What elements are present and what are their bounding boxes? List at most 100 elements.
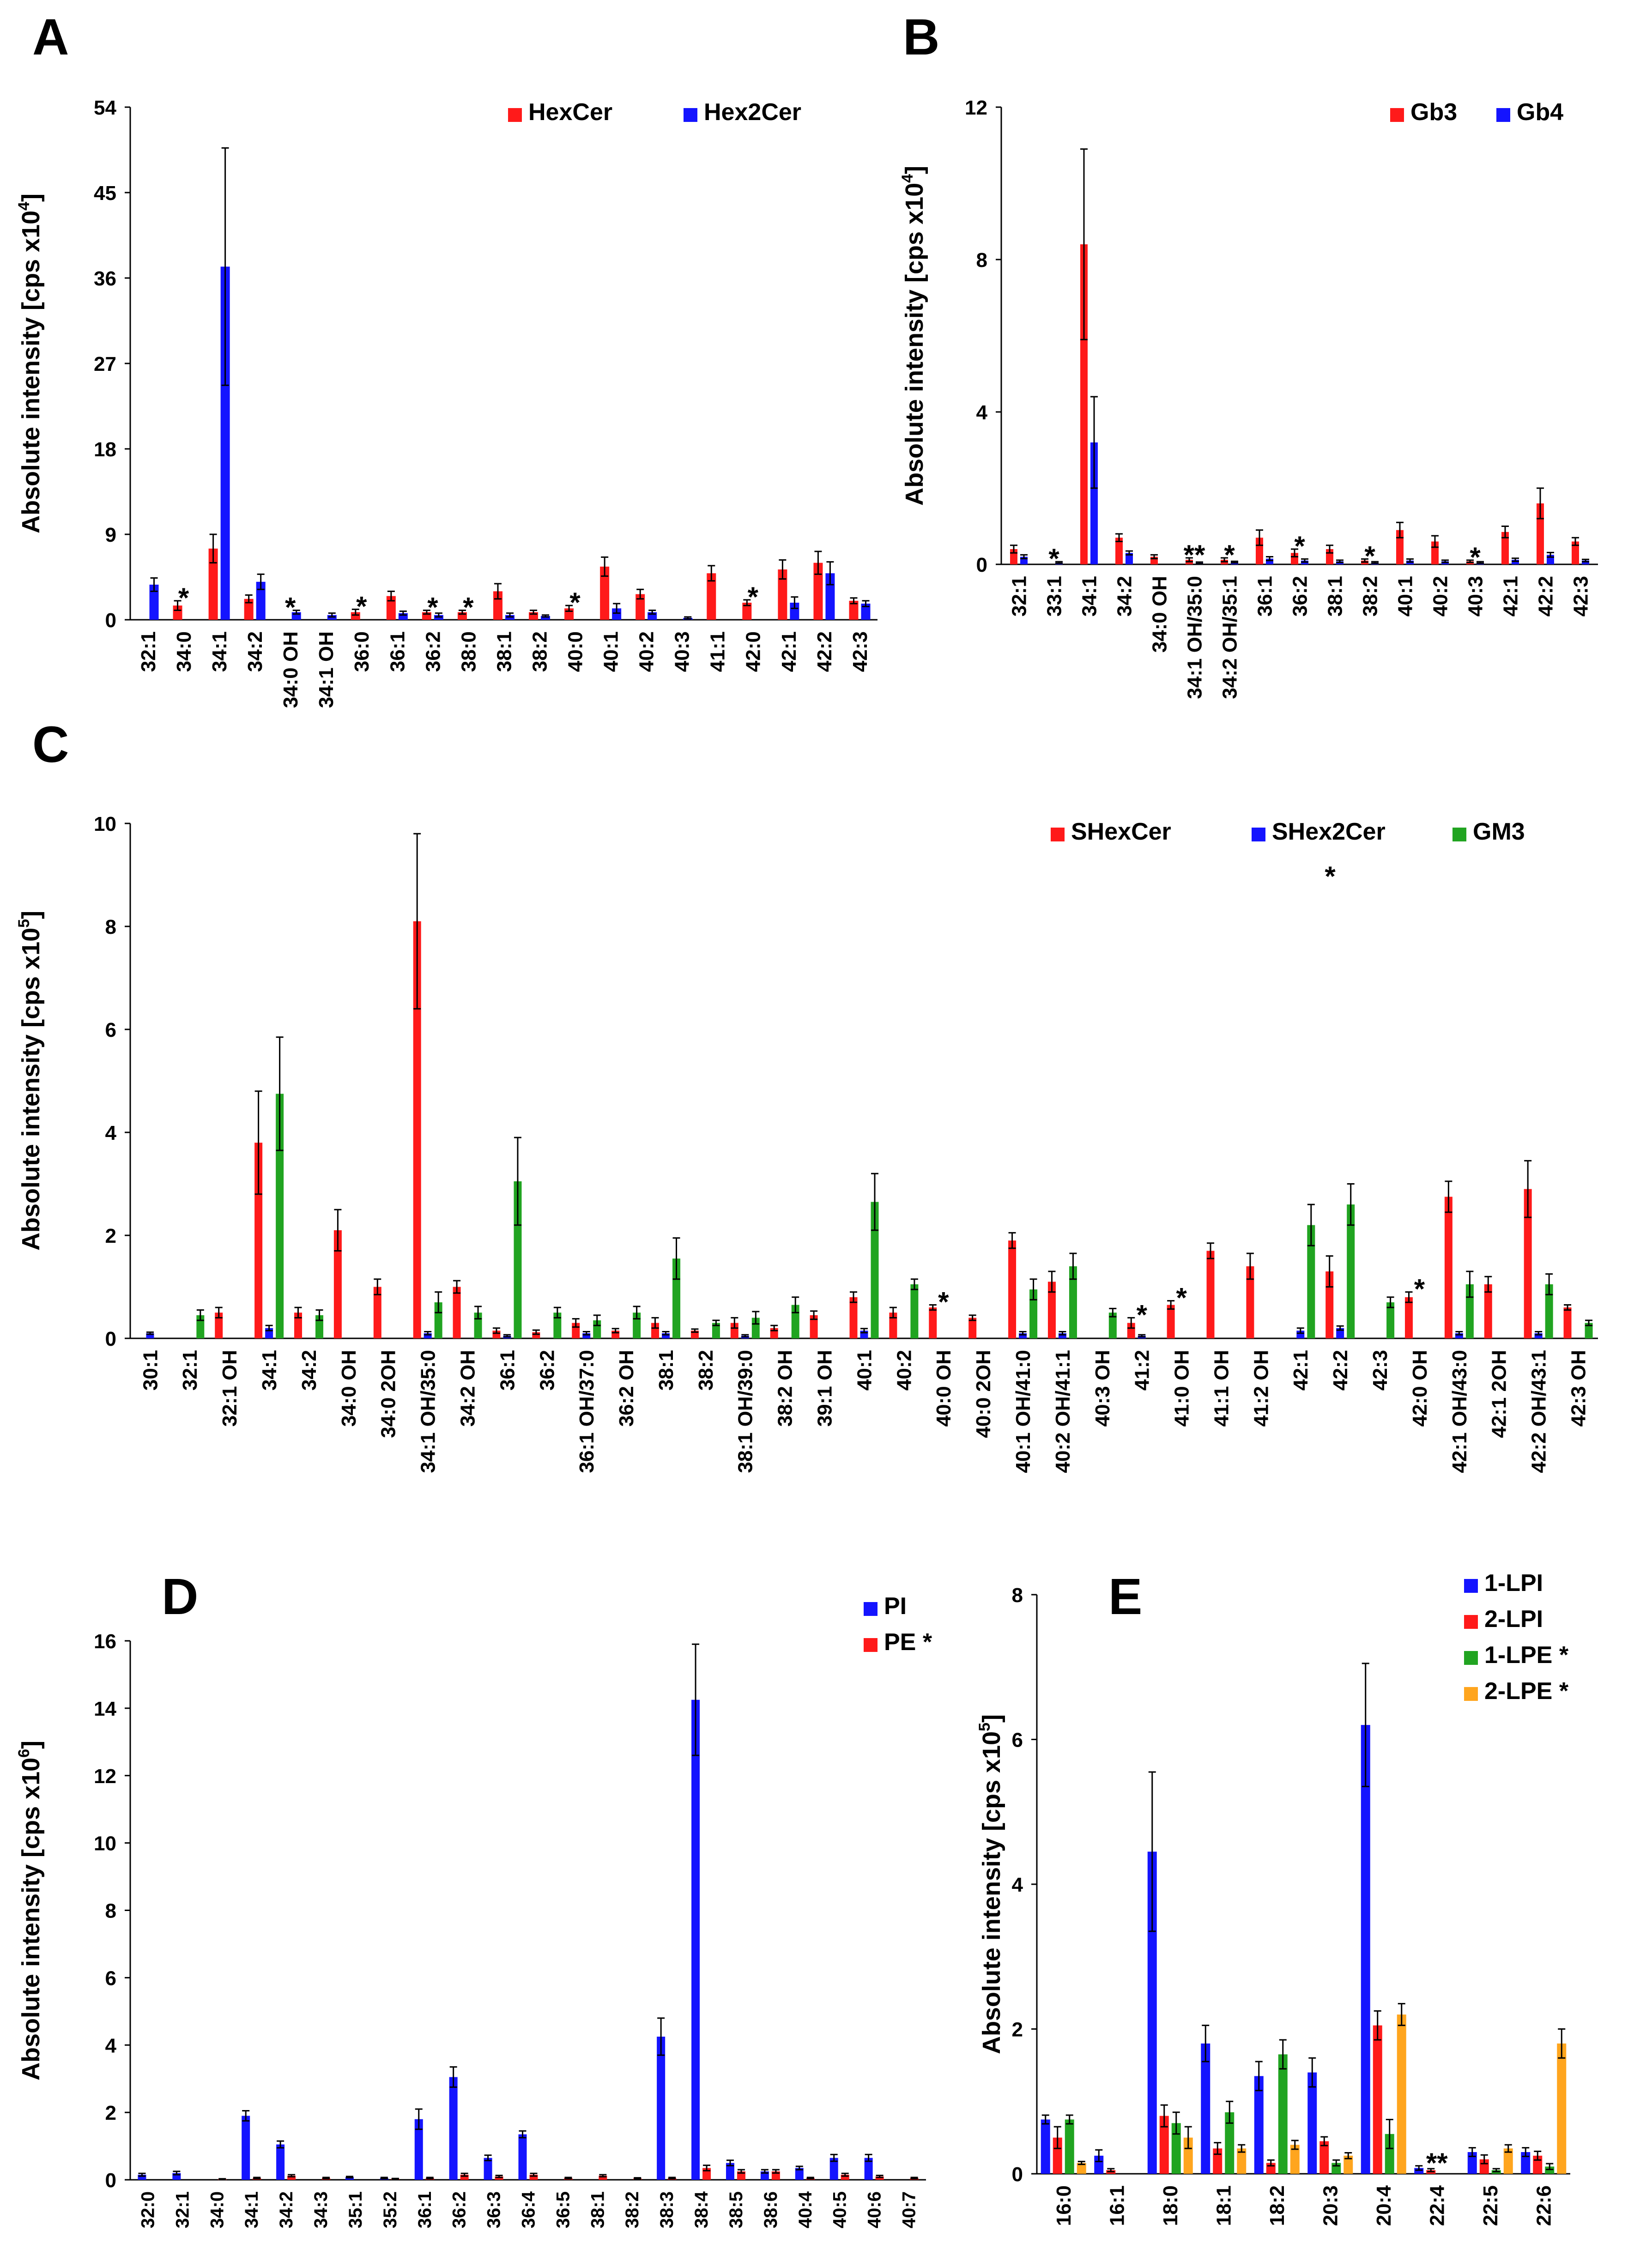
- x-tick-label: 32:1: [179, 1350, 201, 1391]
- panel-a: A 0 9 18 27 36 45 54 Absolute intensity [cps x10…: [15, 9, 878, 708]
- bar-shexcer: [889, 1312, 897, 1338]
- y-tick-label: 8: [976, 249, 987, 272]
- bar-1-lpi: [1414, 2168, 1424, 2174]
- legend-swatch: [1252, 828, 1265, 841]
- x-tick-label: 38:1: [655, 1350, 678, 1391]
- y-tick-label: 0: [105, 1328, 116, 1350]
- y-tick-label: 4: [976, 401, 988, 424]
- y-axis-label: Absolute intensity [cps x106]: [15, 1741, 45, 2081]
- bar-hex2cer: [861, 604, 871, 620]
- legend-swatch: [1464, 1615, 1478, 1629]
- bar-1-lpi: [1094, 2155, 1104, 2174]
- legend-label: HexCer: [528, 99, 612, 126]
- bar-1-lpi: [1254, 2076, 1264, 2174]
- significance-marker: *: [1470, 542, 1481, 573]
- bar-pi: [138, 2175, 146, 2180]
- bar-1-lpi: [1361, 1725, 1370, 2174]
- x-tick-label: 42:1 2OH: [1488, 1350, 1511, 1438]
- x-tick-label: 34:0 OH: [279, 631, 302, 708]
- bar-1-lpe: [1545, 2166, 1555, 2174]
- x-tick-label: 34:2: [244, 631, 266, 672]
- bar-shexcer: [1047, 1282, 1056, 1338]
- y-tick-label: 6: [105, 1019, 116, 1041]
- x-tick-label: 42:1 OH/43:0: [1448, 1350, 1471, 1473]
- bar-1-lpe: [1065, 2119, 1074, 2174]
- y-axis-label-exponent: 4: [15, 202, 33, 211]
- bar-shexcer: [730, 1323, 738, 1338]
- x-tick-label: 34:2: [1113, 576, 1136, 617]
- bar-pe: [529, 2175, 538, 2180]
- x-tick-label: 42:1: [1499, 576, 1522, 617]
- x-tick-label: 42:2: [1534, 576, 1557, 617]
- bar-gm3: [1386, 1302, 1395, 1338]
- bar-2-lpe: [1290, 2145, 1300, 2174]
- x-tick-label: 32:1: [1008, 576, 1030, 617]
- bar-gb3: [1572, 541, 1579, 564]
- bar-shexcer: [1325, 1271, 1334, 1338]
- y-tick-label: 6: [1012, 1729, 1023, 1752]
- significance-marker: *: [178, 582, 189, 613]
- bar-shexcer: [968, 1318, 977, 1338]
- bar-hexcer: [778, 569, 787, 620]
- y-axis-label: Absolute intensity [cps x104]: [899, 166, 928, 506]
- legend-label: Gb3: [1410, 99, 1457, 126]
- bar-2-lpi: [1319, 2141, 1329, 2174]
- y-tick-label: 2: [105, 1225, 116, 1247]
- legend-swatch: [1051, 828, 1065, 841]
- x-tick-label: 35:1: [345, 2191, 366, 2228]
- bar-shexcer: [373, 1287, 381, 1338]
- x-tick-label: 33:1: [1043, 576, 1065, 617]
- bar-shexcer: [1246, 1266, 1254, 1338]
- x-tick-label: 18:2: [1266, 2185, 1289, 2226]
- x-tick-label: 32:0: [138, 2191, 158, 2228]
- x-tick-label: 34:1 OH/35:0: [417, 1350, 440, 1473]
- panel-letter: C: [32, 716, 69, 773]
- bar-pe: [599, 2176, 607, 2180]
- y-tick-label: 4: [1012, 1874, 1023, 1896]
- panel-letter: B: [903, 9, 939, 66]
- bar-gb4: [1512, 560, 1519, 564]
- y-axis-label-exponent: 5: [15, 919, 33, 928]
- legend-swatch: [1390, 108, 1404, 122]
- bar-2-lpe: [1557, 2043, 1567, 2174]
- significance-marker: *: [1176, 1282, 1187, 1313]
- bar-pi: [484, 2158, 492, 2180]
- y-tick-label: 2: [105, 2102, 116, 2124]
- x-tick-label: 18:0: [1159, 2185, 1182, 2226]
- y-axis-label-close: ]: [901, 166, 928, 174]
- bar-shex2cer: [1058, 1333, 1066, 1338]
- bar-shex2cer: [424, 1333, 432, 1338]
- bar-hex2cer: [790, 603, 799, 620]
- bar-1-lpi: [1521, 2152, 1531, 2174]
- bar-gm3: [434, 1302, 442, 1338]
- bar-hexcer: [635, 594, 645, 620]
- x-tick-label: 34:2: [276, 2191, 297, 2228]
- bar-hexcer: [351, 612, 360, 620]
- bar-hex2cer: [256, 581, 266, 620]
- y-axis-label: Absolute intensity [cps x105]: [976, 1714, 1005, 2054]
- x-tick-label: 36:4: [519, 2191, 539, 2228]
- significance-marker: *: [1414, 1274, 1425, 1305]
- x-tick-label: 40:7: [899, 2191, 920, 2228]
- significance-marker: *: [463, 592, 474, 623]
- y-tick-label: 12: [94, 1765, 116, 1788]
- x-tick-label: 42:2 OH/43:1: [1528, 1350, 1550, 1473]
- x-tick-label: 42:3: [1369, 1350, 1392, 1391]
- significance-marker: *: [1224, 539, 1235, 570]
- bar-shexcer: [1484, 1284, 1492, 1338]
- y-axis-label-exponent: 6: [15, 1749, 33, 1758]
- legend-label: Gb4: [1517, 99, 1563, 126]
- significance-marker: *: [1294, 531, 1305, 562]
- x-tick-label: 34:1 OH/35:0: [1183, 576, 1206, 699]
- bar-pi: [726, 2163, 734, 2180]
- bar-2-lpe: [1237, 2148, 1247, 2174]
- significance-marker: *: [1364, 540, 1375, 571]
- bar-shexcer: [1206, 1251, 1215, 1338]
- bar-hexcer: [208, 548, 218, 620]
- legend-label: Hex2Cer: [704, 99, 801, 126]
- y-axis-label-exponent: 4: [899, 174, 916, 183]
- bar-shexcer: [651, 1323, 660, 1338]
- legend-label: SHexCer: [1071, 818, 1171, 845]
- bar-shexcer: [1008, 1240, 1017, 1338]
